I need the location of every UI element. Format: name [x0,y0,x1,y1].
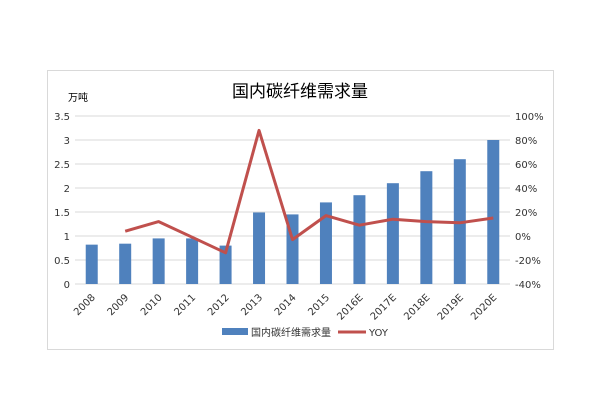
x-tick-label: 2020E [469,292,499,322]
x-tick-label: 2018E [402,292,432,322]
y2-tick-label: -20% [515,256,541,267]
x-tick-label: 2017E [369,292,399,322]
legend-bar-label: 国内碳纤维需求量 [251,326,331,339]
y-tick-label: 1 [64,232,70,243]
x-tick-label: 2011 [172,292,198,318]
x-tick-label: 2015 [306,292,332,318]
x-tick-label: 2012 [206,292,232,318]
chart-frame [47,70,554,350]
x-tick-label: 2013 [239,292,265,318]
bar [119,243,132,284]
y-tick-label: 2 [64,184,70,195]
y-axis-unit: 万吨 [68,93,88,104]
bar [487,140,500,284]
x-tick-label: 2016E [335,292,365,322]
y2-tick-label: 60% [515,160,537,171]
y-tick-label: 0.5 [54,256,70,267]
chart-title: 国内碳纤维需求量 [232,82,368,102]
legend-bar-swatch [222,328,248,335]
x-tick-label: 2008 [72,292,98,318]
bar [219,245,232,284]
bar [253,212,266,284]
legend-line-label: YOY [368,328,389,339]
y2-tick-label: 40% [515,184,537,195]
x-tick-label: 2010 [139,292,165,318]
x-tick-label: 2014 [273,292,299,318]
y-tick-label: 2.5 [54,160,70,171]
bar [353,195,366,284]
y-tick-label: 3 [64,136,70,147]
bar [152,238,165,284]
y-tick-label: 0 [64,280,70,291]
y-tick-label: 3.5 [54,112,70,123]
bar [85,244,98,284]
y2-tick-label: 0% [515,232,531,243]
bar [319,202,332,284]
y2-tick-label: 100% [515,112,544,123]
x-tick-label: 2009 [106,292,132,318]
bar [386,183,399,284]
yoy-line [124,128,494,255]
y-tick-label: 1.5 [54,208,70,219]
y2-tick-label: 80% [515,136,537,147]
y2-tick-label: 20% [515,208,537,219]
bar [420,171,433,284]
bar [186,238,199,284]
x-tick-label: 2019E [436,292,466,322]
y2-tick-label: -40% [515,280,541,291]
